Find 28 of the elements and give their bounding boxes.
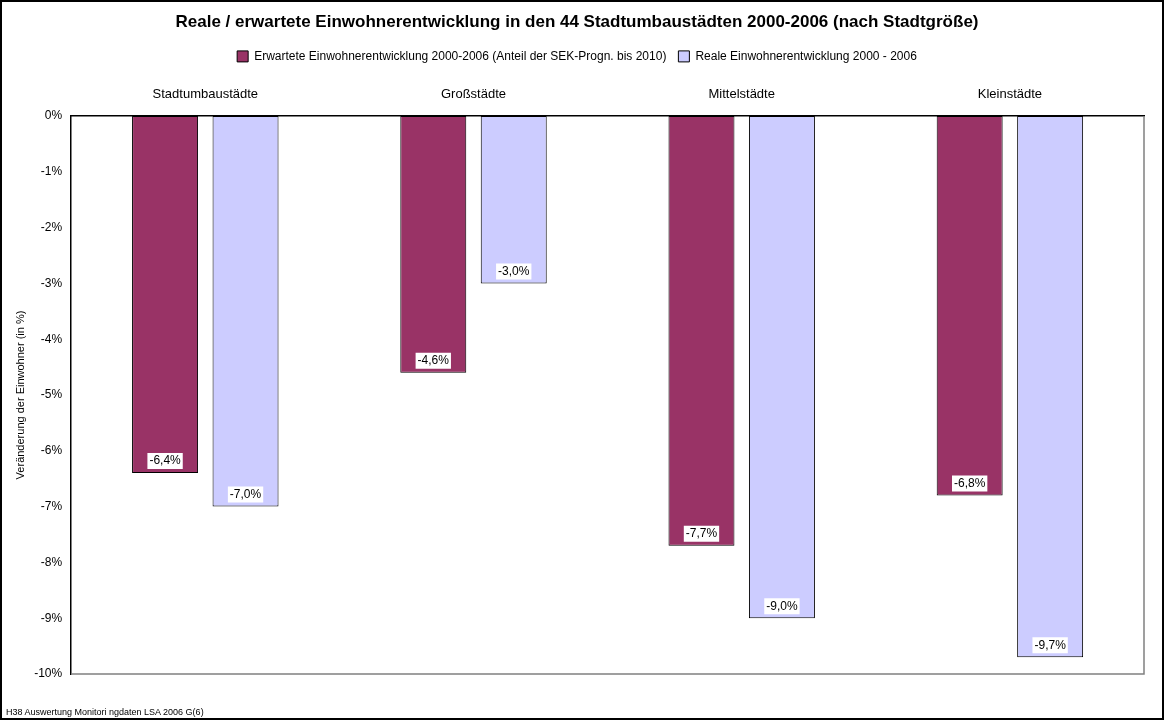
- x-tick-label: Kleinstädte: [977, 85, 1043, 101]
- y-tick-label: -5%: [40, 387, 63, 402]
- y-tick-label: -8%: [40, 554, 63, 569]
- text: H38 Auswertung Monitori ngdaten LSA 2006 G(6): [6, 707, 204, 717]
- legend-label: Erwartete Einwohnerentwicklung 2000-2006 (Anteil der SEK-Progn. bis 2010): [254, 48, 667, 63]
- y-tick-label: -3%: [40, 275, 63, 290]
- y-tick-label: -6%: [40, 443, 63, 458]
- y-tick-label: -10%: [34, 666, 63, 681]
- x-tick-label: Großstädte: [440, 85, 507, 101]
- data-label: -6,4%: [149, 453, 182, 468]
- data-label: -7,7%: [685, 525, 718, 540]
- x-tick-label: Mittelstädte: [708, 85, 775, 101]
- y-tick-label: -9%: [40, 610, 63, 625]
- y-tick-label: 0%: [44, 108, 63, 123]
- data-label: -9,7%: [1034, 637, 1067, 652]
- y-axis-title: Veränderung der Einwohner (in %): [13, 310, 26, 480]
- data-label: -6,8%: [953, 475, 986, 490]
- data-label: -9,0%: [766, 598, 798, 613]
- data-label: -7,0%: [229, 486, 262, 501]
- x-tick-label: Stadtumbaustädte: [152, 85, 259, 101]
- y-tick-label: -1%: [40, 164, 63, 179]
- y-tick-label: -2%: [40, 219, 63, 234]
- legend-label: Reale Einwohnerentwicklung 2000 - 2006: [695, 48, 918, 63]
- data-label: -3,0%: [498, 263, 530, 278]
- chart-title: Reale / erwartete Einwohnerentwicklung in den 44 Stadtumbaustädten 2000-2006 (nach Stadtgröße): [175, 11, 979, 31]
- y-tick-label: -7%: [40, 498, 63, 513]
- data-label: -4,6%: [417, 352, 450, 367]
- y-tick-label: -4%: [40, 331, 63, 346]
